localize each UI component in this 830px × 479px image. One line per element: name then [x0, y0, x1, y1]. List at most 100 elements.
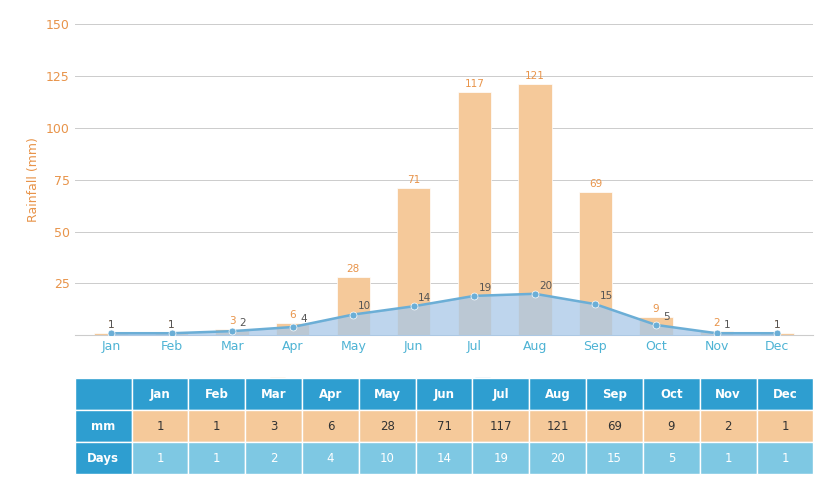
Text: 1: 1 [108, 320, 115, 330]
Y-axis label: Rainfall (mm): Rainfall (mm) [27, 137, 41, 222]
Bar [700, 331, 733, 335]
Text: 3: 3 [270, 420, 277, 433]
FancyBboxPatch shape [586, 378, 643, 411]
Text: 71: 71 [408, 175, 421, 185]
Text: 15: 15 [600, 291, 613, 301]
FancyBboxPatch shape [245, 411, 302, 442]
Text: Mar: Mar [261, 388, 286, 401]
Text: 3: 3 [229, 316, 236, 326]
Text: Days: Days [87, 452, 120, 465]
FancyBboxPatch shape [643, 378, 700, 411]
FancyBboxPatch shape [757, 411, 813, 442]
Bar [155, 333, 188, 335]
FancyBboxPatch shape [530, 411, 586, 442]
Text: 6: 6 [327, 420, 334, 433]
Text: 117: 117 [490, 420, 512, 433]
Text: Apr: Apr [319, 388, 342, 401]
Text: Jan: Jan [149, 388, 170, 401]
FancyBboxPatch shape [472, 411, 530, 442]
FancyBboxPatch shape [75, 378, 131, 411]
Bar [276, 323, 310, 335]
Text: 1: 1 [108, 320, 115, 330]
Text: 10: 10 [358, 301, 371, 311]
FancyBboxPatch shape [586, 411, 643, 442]
Text: 10: 10 [380, 452, 394, 465]
Text: 9: 9 [667, 420, 675, 433]
Text: 28: 28 [347, 264, 360, 274]
Text: 1: 1 [781, 420, 788, 433]
FancyBboxPatch shape [75, 411, 131, 442]
Text: 5: 5 [663, 312, 670, 322]
Text: 4: 4 [327, 452, 334, 465]
Bar [95, 333, 128, 335]
Bar [760, 333, 793, 335]
Text: 1: 1 [156, 452, 164, 465]
Text: May: May [374, 388, 401, 401]
FancyBboxPatch shape [472, 378, 530, 411]
FancyBboxPatch shape [359, 378, 416, 411]
FancyBboxPatch shape [643, 442, 700, 474]
FancyBboxPatch shape [472, 442, 530, 474]
FancyBboxPatch shape [245, 378, 302, 411]
Legend: Average Precipitation(mm), Average Rain Days: Average Precipitation(mm), Average Rain … [265, 373, 623, 396]
Text: 121: 121 [525, 71, 544, 81]
FancyBboxPatch shape [700, 442, 757, 474]
Text: 1: 1 [774, 320, 780, 330]
Text: 1: 1 [725, 452, 732, 465]
Text: 1: 1 [168, 320, 175, 330]
Text: 1: 1 [724, 320, 730, 330]
Text: 20: 20 [540, 281, 552, 291]
Text: 4: 4 [300, 314, 307, 324]
FancyBboxPatch shape [700, 411, 757, 442]
Bar [397, 188, 431, 335]
FancyBboxPatch shape [302, 411, 359, 442]
FancyBboxPatch shape [530, 378, 586, 411]
Text: mm: mm [91, 420, 115, 433]
FancyBboxPatch shape [75, 442, 131, 474]
Text: 5: 5 [667, 452, 675, 465]
FancyBboxPatch shape [188, 411, 245, 442]
FancyBboxPatch shape [188, 442, 245, 474]
Text: 2: 2 [713, 318, 720, 328]
Text: 117: 117 [465, 80, 484, 89]
Text: 69: 69 [607, 420, 622, 433]
Bar [337, 277, 370, 335]
Text: 69: 69 [588, 179, 602, 189]
Text: 2: 2 [270, 452, 277, 465]
FancyBboxPatch shape [245, 442, 302, 474]
FancyBboxPatch shape [416, 411, 472, 442]
FancyBboxPatch shape [302, 378, 359, 411]
Text: Oct: Oct [660, 388, 682, 401]
FancyBboxPatch shape [586, 442, 643, 474]
Bar [579, 192, 612, 335]
Text: Nov: Nov [715, 388, 741, 401]
FancyBboxPatch shape [416, 378, 472, 411]
Text: 9: 9 [652, 304, 659, 314]
Text: 2: 2 [240, 318, 247, 328]
Text: Jun: Jun [433, 388, 455, 401]
Bar [518, 84, 551, 335]
FancyBboxPatch shape [131, 442, 188, 474]
Text: 15: 15 [607, 452, 622, 465]
Bar [457, 92, 491, 335]
FancyBboxPatch shape [131, 411, 188, 442]
Text: 121: 121 [546, 420, 569, 433]
FancyBboxPatch shape [188, 378, 245, 411]
FancyBboxPatch shape [700, 378, 757, 411]
Text: 14: 14 [437, 452, 452, 465]
FancyBboxPatch shape [530, 442, 586, 474]
Text: 1: 1 [213, 452, 221, 465]
Text: 71: 71 [437, 420, 452, 433]
FancyBboxPatch shape [302, 442, 359, 474]
FancyBboxPatch shape [359, 442, 416, 474]
Text: Aug: Aug [544, 388, 570, 401]
Text: 19: 19 [493, 452, 508, 465]
FancyBboxPatch shape [359, 411, 416, 442]
Text: Jul: Jul [492, 388, 509, 401]
Text: 6: 6 [290, 310, 296, 320]
Text: Feb: Feb [205, 388, 229, 401]
Bar [639, 317, 672, 335]
Text: 1: 1 [213, 420, 221, 433]
FancyBboxPatch shape [757, 442, 813, 474]
Text: 1: 1 [781, 452, 788, 465]
